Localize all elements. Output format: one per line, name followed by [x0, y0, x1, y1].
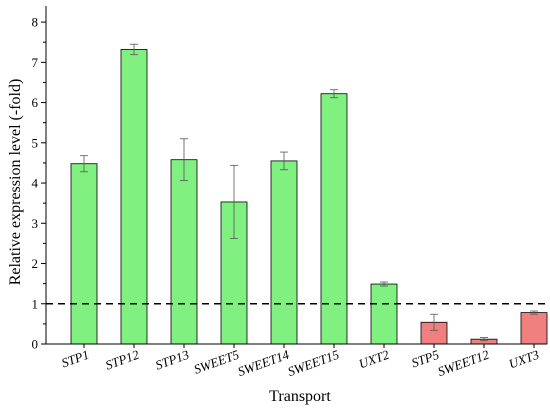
x-tick-label: SWEET14 [236, 347, 292, 380]
bar [120, 49, 148, 345]
bar [520, 312, 548, 345]
x-tick-label: UXT3 [507, 347, 542, 372]
bar [70, 163, 98, 345]
y-tick-label: 2 [32, 256, 39, 271]
x-tick-label: STP1 [59, 347, 91, 371]
y-tick-label: 4 [32, 176, 39, 191]
y-tick-label: 0 [32, 337, 39, 352]
bar [320, 93, 348, 345]
bars-layer [70, 43, 548, 345]
bar [170, 159, 198, 345]
y-tick-label: 5 [32, 135, 39, 150]
bar [370, 283, 398, 345]
x-tick-label: UXT2 [357, 347, 392, 372]
x-tick-label: SWEET12 [436, 347, 492, 380]
y-axis-title: Relative expression level (-fold) [7, 79, 24, 286]
x-tick-label: STP12 [103, 347, 141, 373]
x-tick-label: SWEET15 [286, 347, 342, 380]
y-tick-label: 8 [32, 15, 39, 30]
bar [270, 160, 298, 345]
x-tick-label: SWEET5 [192, 347, 242, 377]
x-tick-label: STP13 [153, 347, 191, 373]
x-axis-title: Transport [269, 388, 331, 405]
y-tick-label: 1 [32, 296, 39, 311]
y-tick-label: 6 [32, 95, 39, 110]
y-tick-label: 3 [32, 216, 39, 231]
y-tick-label: 7 [32, 55, 39, 70]
